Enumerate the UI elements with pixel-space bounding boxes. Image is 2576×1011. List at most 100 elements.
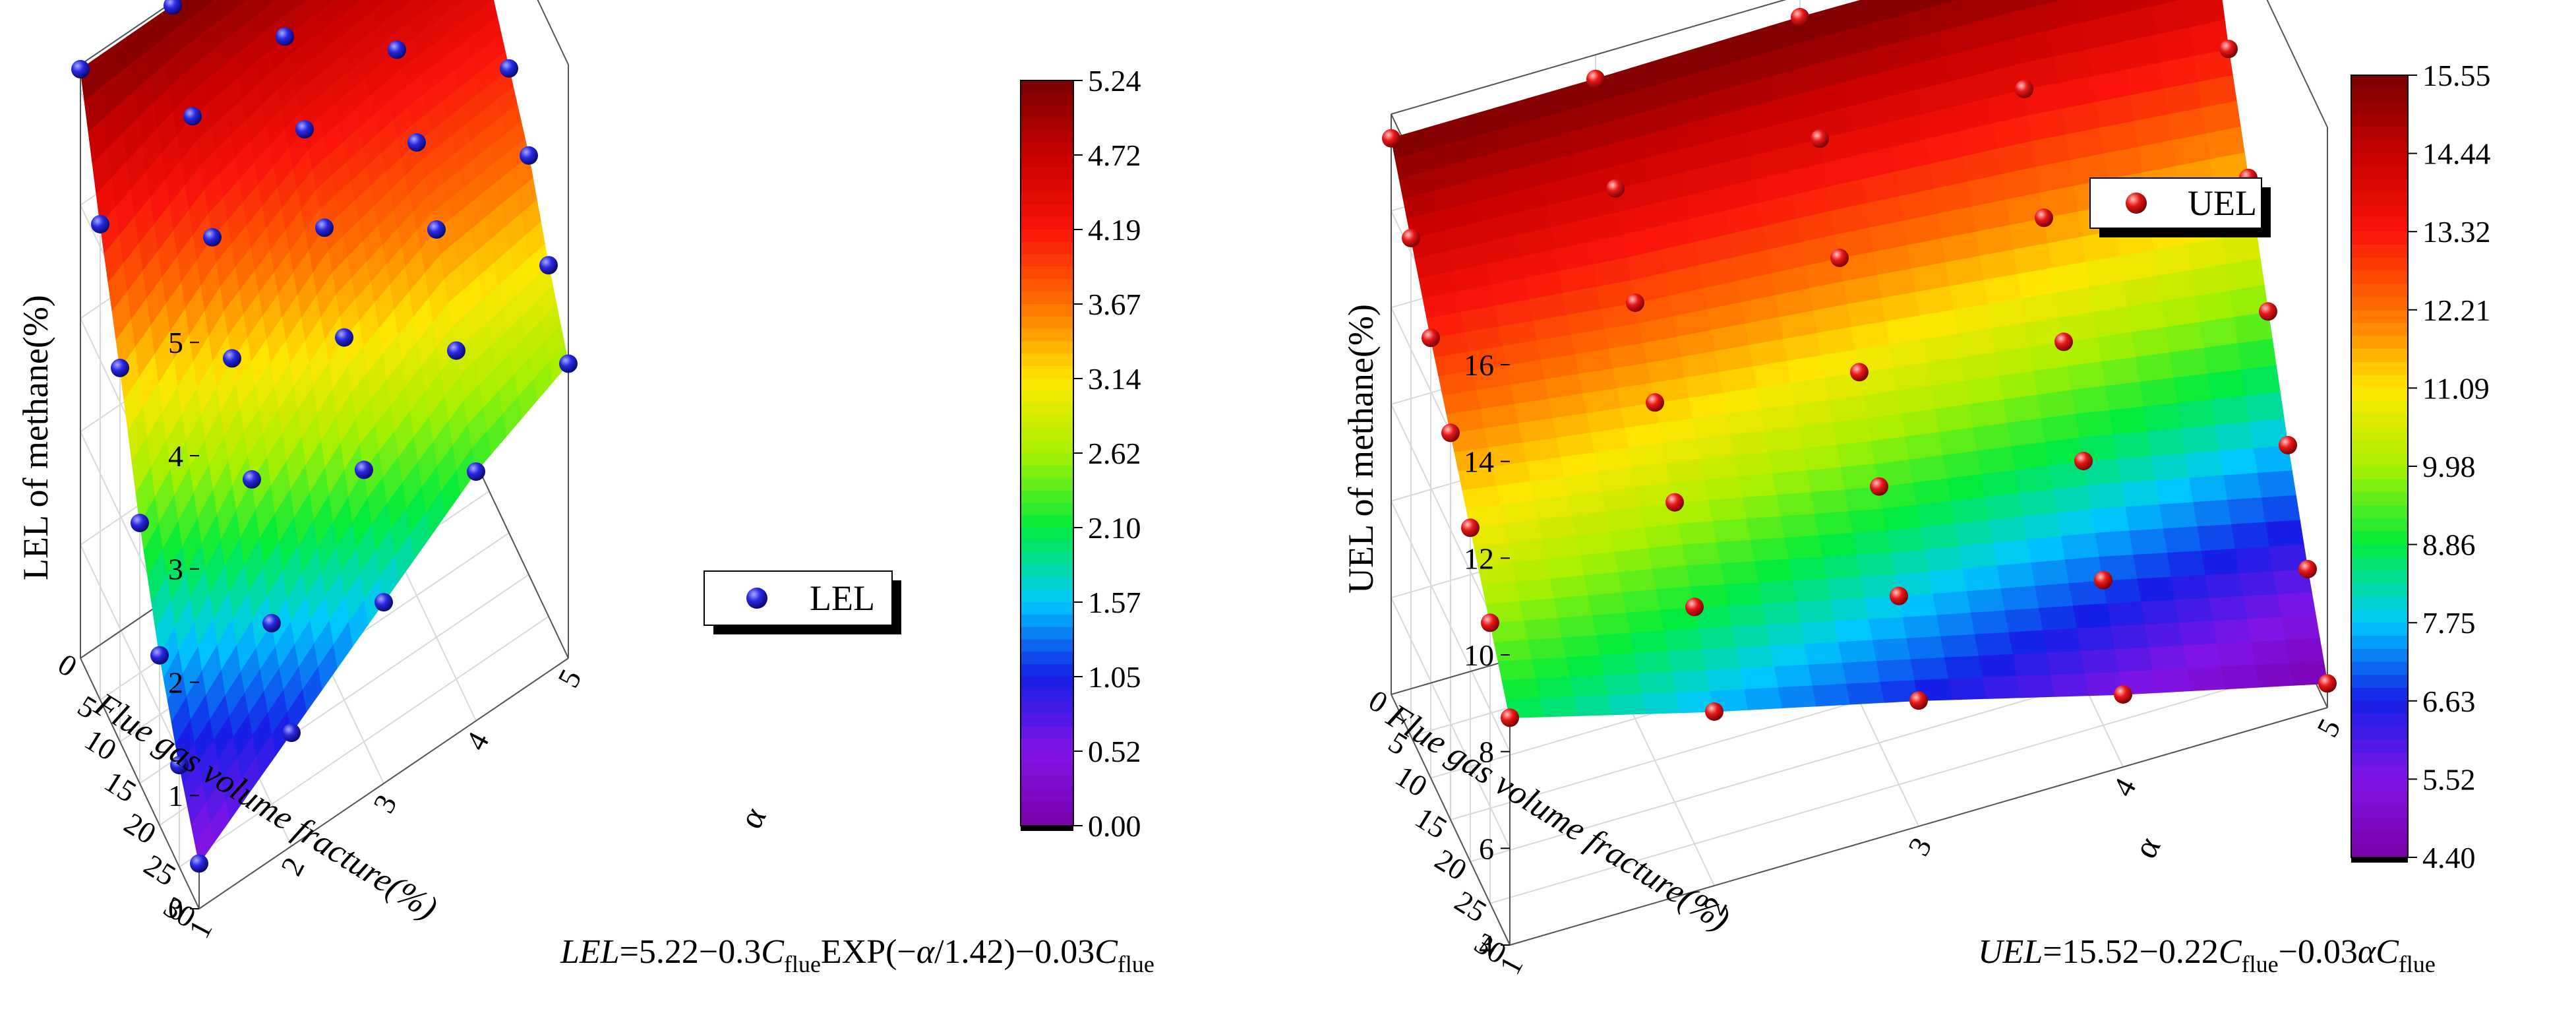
surface-patch [1482,581,1521,605]
surface-patch [2012,652,2052,677]
surface-patch [1916,500,1956,528]
z-tick-label: 8 [1479,735,1494,769]
colorbar-band [2351,609,2408,623]
surface-patch [2167,549,2206,577]
surface-patch [1743,687,1783,710]
colorbar-band [2351,661,2408,676]
box-edge [1391,0,1787,115]
surface-patch [1832,417,1872,445]
data-point [1665,493,1684,512]
z-tick-label: 4 [1479,929,1494,962]
y-tick-label: 3 [367,789,404,818]
surface-patch [1617,568,1658,593]
colorbar-band [1021,490,1073,504]
surface-patch [2011,441,2050,470]
surface-patch [1939,0,1959,5]
x-tick-label: 15 [99,764,142,809]
surface-patch [2046,650,2086,675]
colorbar-band [2351,779,2408,793]
surface-patch [1992,538,2032,566]
surface-patch [2007,417,2046,446]
surface-patch [1708,497,1748,522]
colorbar-tick-label: 7.75 [2422,606,2476,640]
colorbar-band [2351,322,2408,337]
data-point [1705,702,1723,721]
colorbar-band [1021,552,1073,566]
surface-patch [1549,574,1589,599]
data-point [1909,691,1928,710]
surface-patch [1712,518,1752,543]
surface-patch [1629,629,1669,654]
colorbar-band [2351,831,2408,845]
colorbar-band [2351,479,2408,493]
surface-patch [2227,497,2266,524]
colorbar-tick-label: 11.09 [2422,371,2490,405]
surface-patch [1996,561,2036,589]
x-tick-label: 10 [1390,759,1433,804]
data-point [2318,674,2337,693]
surface-patch [2213,618,2252,644]
colorbar-band [1021,80,1073,94]
colorbar-band [2351,805,2408,819]
surface-patch [2171,574,2210,600]
surface-patch [1561,634,1601,658]
surface-patch [2197,523,2236,551]
surface-patch [2221,663,2260,690]
colorbar-band [2351,583,2408,597]
surface-patch [1553,594,1593,618]
data-point [1501,708,1519,727]
colorbar-band [2351,844,2408,858]
surface-patch [2209,595,2248,621]
surface-patch [2095,530,2134,557]
surface-patch [1527,636,1567,659]
colorbar-band [2351,492,2408,506]
colorbar-band [1021,390,1073,404]
surface-patch [1954,519,1994,546]
colorbar-band [2351,596,2408,611]
colorbar-band [1021,503,1073,516]
surface-patch [1637,671,1677,694]
surface-patch [2207,368,2246,400]
surface-patch [2128,528,2168,555]
colorbar-band [2351,218,2408,232]
surface-patch [1834,618,1874,642]
surface-patch [1890,548,1930,575]
surface-patch [2261,494,2300,522]
surface-patch [1962,565,2002,592]
surface-patch [2174,597,2214,623]
x-tick-label: 25 [138,848,182,893]
box-edge [80,658,200,909]
surface-patch [1802,444,1842,471]
surface-patch [2147,427,2186,456]
colorbar-band [2351,792,2408,806]
surface-patch [1545,554,1585,579]
data-point [276,27,294,46]
surface-patch [2201,547,2240,575]
data-point [150,646,169,665]
data-point [2074,452,2093,470]
surface-patch [1633,650,1673,674]
surface-patch [1762,601,1801,625]
surface-patch [1792,577,1832,602]
data-point [2219,40,2238,59]
colorbar-band [2351,231,2408,245]
surface-patch [1511,558,1551,582]
z-tick-label: 2 [168,665,183,699]
data-point [1606,179,1625,198]
surface-patch [1698,625,1737,650]
colorbar-band [1021,428,1073,441]
surface-patch [1948,676,1988,700]
surface-patch [2241,364,2281,396]
uel-legend-marker [2126,193,2147,214]
colorbar-band [1021,279,1073,292]
z-tick-label: 4 [168,439,183,473]
data-point [1870,477,1888,496]
data-point [1422,328,1440,348]
surface-patch [1830,597,1870,621]
surface-patch [1600,652,1639,675]
surface-patch [2285,637,2324,663]
colorbar-band [2351,297,2408,311]
z-tick-label: 16 [1464,348,1494,382]
colorbar-band [1021,241,1073,255]
surface-patch [1950,496,1990,524]
